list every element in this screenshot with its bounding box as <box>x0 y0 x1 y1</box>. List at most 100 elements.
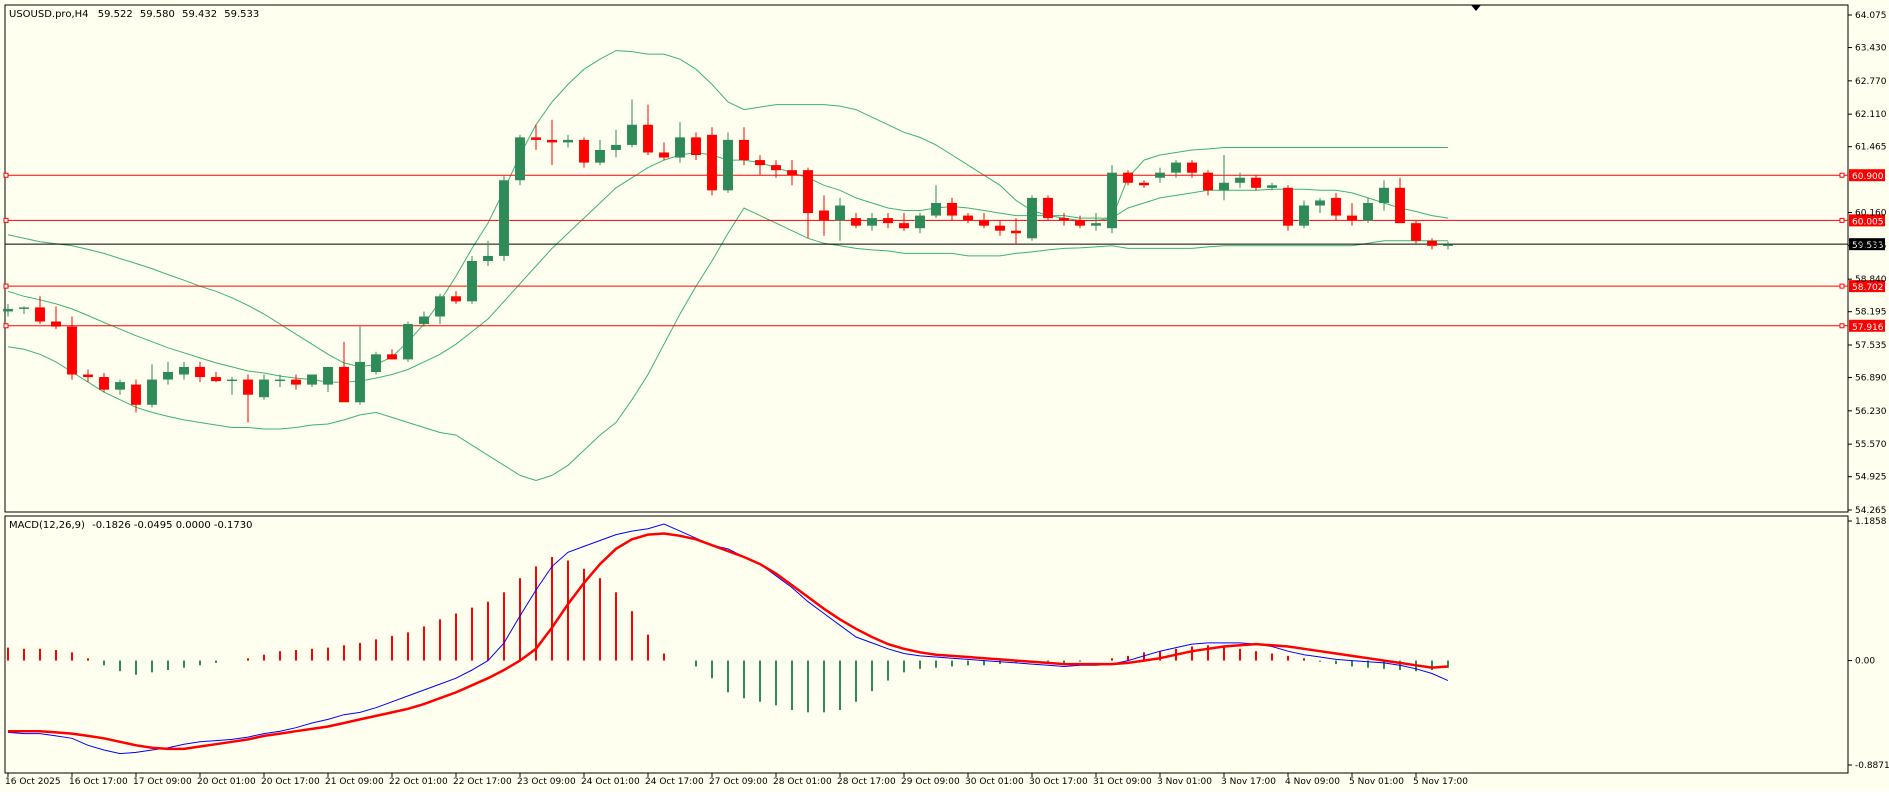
candle-body <box>963 215 973 221</box>
level-tag-2 <box>1849 280 1885 293</box>
time-tick-label: 24 Oct 17:00 <box>645 777 704 787</box>
candle-body <box>1299 205 1309 226</box>
time-tick-label: 21 Oct 09:00 <box>325 777 384 787</box>
time-tick-label: 22 Oct 01:00 <box>389 777 448 787</box>
time-tick-label: 20 Oct 01:00 <box>197 777 256 787</box>
time-tick-label: 3 Nov 17:00 <box>1221 777 1276 787</box>
candle-body <box>67 326 77 375</box>
candle-body <box>787 170 797 176</box>
candle-body <box>1171 162 1181 173</box>
candle-body <box>1267 185 1277 188</box>
macd-tick-label: -0.8871 <box>1855 761 1889 771</box>
macd-tick-label: 0.00 <box>1855 657 1875 667</box>
symbol-info: USOUSD.pro,H4 59.522 59.580 59.432 59.53… <box>9 9 259 20</box>
current-price-label: 59.533 <box>1852 241 1884 251</box>
candle-body <box>883 218 893 224</box>
price-tick-label: 62.110 <box>1855 110 1887 120</box>
candle-body <box>1155 172 1165 178</box>
candle-body <box>147 379 157 405</box>
candle-body <box>1011 230 1021 234</box>
candle-body <box>1187 162 1197 173</box>
level-label-3: 57.916 <box>1852 323 1884 333</box>
candle-body <box>979 220 989 226</box>
horizontal-levels[interactable]: 60.900 60.005 58.702 57.916 59.533 <box>3 169 1885 333</box>
level-handle-left-0 <box>3 172 9 178</box>
candle-body <box>947 202 957 216</box>
candle-body <box>19 307 29 309</box>
candle-body <box>291 379 301 385</box>
level-label-0: 60.900 <box>1852 172 1884 182</box>
time-tick-label: 23 Oct 09:00 <box>517 777 576 787</box>
open-price: 59.522 <box>98 9 133 20</box>
candle-body <box>451 296 461 302</box>
candle-body <box>307 374 317 385</box>
price-tick-label: 59.505 <box>1855 242 1887 252</box>
candle-body <box>323 366 333 385</box>
level-handle-right-3 <box>1839 323 1845 329</box>
candle-body <box>163 371 173 380</box>
candle-body <box>83 374 93 378</box>
macd-pane[interactable]: 1.1858 0.00 -0.8871 MACD(12,26,9) -0.1826 … <box>4 515 1889 774</box>
time-tick-label: 5 Nov 17:00 <box>1413 777 1468 787</box>
price-pane[interactable]: 60.900 60.005 58.702 57.916 59.533 64.075 63.… <box>3 4 1887 516</box>
level-handle-right-1 <box>1839 217 1845 223</box>
time-tick-label: 17 Oct 09:00 <box>133 777 192 787</box>
time-tick-label: 4 Nov 09:00 <box>1285 777 1340 787</box>
candle-body <box>627 124 637 145</box>
macd-label: MACD(12,26,9) <box>9 520 85 531</box>
level-handle-right-0 <box>1839 172 1845 178</box>
macd-main-line <box>7 523 1449 755</box>
level-label-1: 60.005 <box>1852 217 1884 227</box>
candle-body <box>1123 172 1133 183</box>
candle-body <box>611 144 621 150</box>
time-tick-label: 28 Oct 01:00 <box>773 777 832 787</box>
candle-body <box>995 225 1005 231</box>
candle-body <box>1411 223 1421 241</box>
candle-body <box>387 354 397 360</box>
candle-body <box>195 366 205 378</box>
candle-body <box>275 379 285 382</box>
low-price: 59.432 <box>182 9 217 20</box>
candle-body <box>1235 177 1245 183</box>
time-tick-label: 16 Oct 2025 <box>5 777 61 787</box>
bollinger-lower <box>7 207 1448 482</box>
time-tick-label: 28 Oct 17:00 <box>837 777 896 787</box>
candle-body <box>259 379 269 398</box>
candle-body <box>1427 240 1437 246</box>
candle-body <box>531 137 541 140</box>
candle-body <box>1395 187 1405 224</box>
price-tick-label: 62.770 <box>1855 77 1887 87</box>
candle-body <box>499 180 509 256</box>
macd-tick-label: 1.1858 <box>1855 517 1887 527</box>
candle-body <box>803 170 813 214</box>
time-tick-label: 16 Oct 17:00 <box>69 777 128 787</box>
time-tick-label: 3 Nov 01:00 <box>1157 777 1212 787</box>
time-tick-label: 30 Oct 01:00 <box>965 777 1024 787</box>
candle-body <box>339 366 349 403</box>
price-tick-label: 64.075 <box>1855 11 1887 21</box>
candle-body <box>563 139 573 143</box>
current-price-tag <box>1849 238 1885 251</box>
candle-body <box>1443 244 1453 246</box>
candle-body <box>419 316 429 325</box>
level-handle-left-1 <box>3 217 9 223</box>
level-handle-right-2 <box>1839 283 1845 289</box>
candle-body <box>115 382 125 390</box>
time-tick-label: 27 Oct 09:00 <box>709 777 768 787</box>
candle-body <box>227 379 237 382</box>
symbol-name: USOUSD.pro,H4 <box>9 9 89 20</box>
candle-body <box>1059 218 1069 221</box>
candle-body <box>131 384 141 405</box>
candle-body <box>739 139 749 161</box>
macd-info: MACD(12,26,9) -0.1826 -0.0495 0.0000 -0.… <box>9 520 252 531</box>
price-tick-label: 58.195 <box>1855 308 1887 318</box>
candle-body <box>467 260 477 302</box>
candle-body <box>371 354 381 372</box>
macd-histogram <box>7 556 1449 713</box>
high-price: 59.580 <box>140 9 175 20</box>
time-tick-label: 24 Oct 01:00 <box>581 777 640 787</box>
candle-body <box>1043 197 1053 219</box>
